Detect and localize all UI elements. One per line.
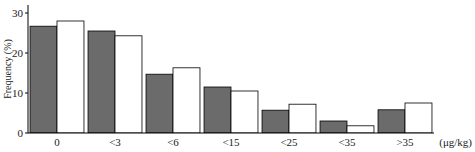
bars: [30, 21, 432, 133]
y-tick: [25, 93, 28, 94]
y-tick-label: 10: [12, 87, 24, 99]
x-tick-label: <25: [280, 136, 298, 148]
bar: [231, 91, 258, 133]
bar: [57, 21, 84, 133]
bar: [320, 121, 347, 133]
y-tick: [25, 53, 28, 54]
y-tick-label: 20: [12, 47, 24, 59]
x-axis-label: (μg/kg): [439, 136, 472, 149]
y-axis: [28, 5, 29, 133]
x-tick-label: <15: [222, 136, 240, 148]
bar: [262, 110, 289, 133]
bar: [88, 31, 115, 133]
x-tick-label: <6: [167, 136, 179, 148]
bar: [115, 36, 142, 133]
bar: [146, 74, 173, 133]
bar: [405, 103, 432, 133]
y-tick: [25, 133, 28, 134]
y-tick-label: 30: [12, 7, 24, 19]
x-tick-label: <3: [109, 136, 121, 148]
x-tick-label: 0: [54, 136, 60, 148]
x-axis: [28, 133, 434, 134]
x-tick-label: <35: [338, 136, 356, 148]
bar: [30, 26, 57, 133]
bar: [173, 68, 200, 133]
bar: [347, 126, 374, 133]
y-tick: [25, 13, 28, 14]
bar: [289, 104, 316, 133]
y-axis-label: Frequency (%): [2, 39, 14, 99]
x-tick-label: >35: [396, 136, 414, 148]
bar: [204, 87, 231, 133]
chart: 0 10 20 30 0 <3 <6 <15 <25 <35 >35 Frequency (%) (μg…: [0, 0, 475, 152]
y-tick-label: 0: [18, 127, 24, 139]
bar: [378, 110, 405, 133]
